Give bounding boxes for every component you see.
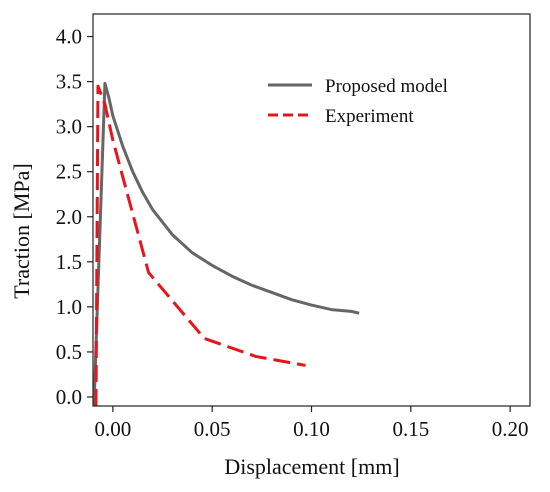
- legend-label: Experiment: [325, 106, 414, 127]
- x-axis-title: Displacement [mm]: [224, 454, 399, 479]
- series-lines: [93, 81, 360, 406]
- y-tick-label: 2.0: [56, 205, 82, 229]
- y-tick-label: 1.0: [56, 295, 82, 319]
- y-tick-label: 1.5: [56, 250, 82, 274]
- y-tick-label: 0.5: [56, 340, 82, 364]
- experiment-line: [94, 84, 306, 406]
- x-tick-label: 0.20: [492, 417, 529, 441]
- y-tick-label: 0.0: [56, 385, 82, 409]
- legend-label: Proposed model: [325, 76, 448, 97]
- y-axis-title: Traction [MPa]: [9, 163, 34, 298]
- y-tick-label: 3.0: [56, 115, 82, 139]
- proposed-model-line: [93, 81, 360, 406]
- x-tick-label: 0.15: [392, 417, 429, 441]
- y-axis-ticks: 0.0 0.5 1.0 1.5 2.0 2.5 3.0 3.5 4.0: [56, 25, 93, 409]
- x-tick-label: 0.00: [94, 417, 131, 441]
- legend: Proposed model Experiment: [268, 76, 448, 127]
- plot-frame: [92, 13, 531, 407]
- y-tick-label: 4.0: [56, 25, 82, 49]
- y-tick-label: 2.5: [56, 160, 82, 184]
- y-tick-label: 3.5: [56, 70, 82, 94]
- x-tick-label: 0.05: [194, 417, 231, 441]
- x-axis-ticks: 0.00 0.05 0.10 0.15 0.20: [94, 406, 529, 441]
- x-tick-label: 0.10: [293, 417, 330, 441]
